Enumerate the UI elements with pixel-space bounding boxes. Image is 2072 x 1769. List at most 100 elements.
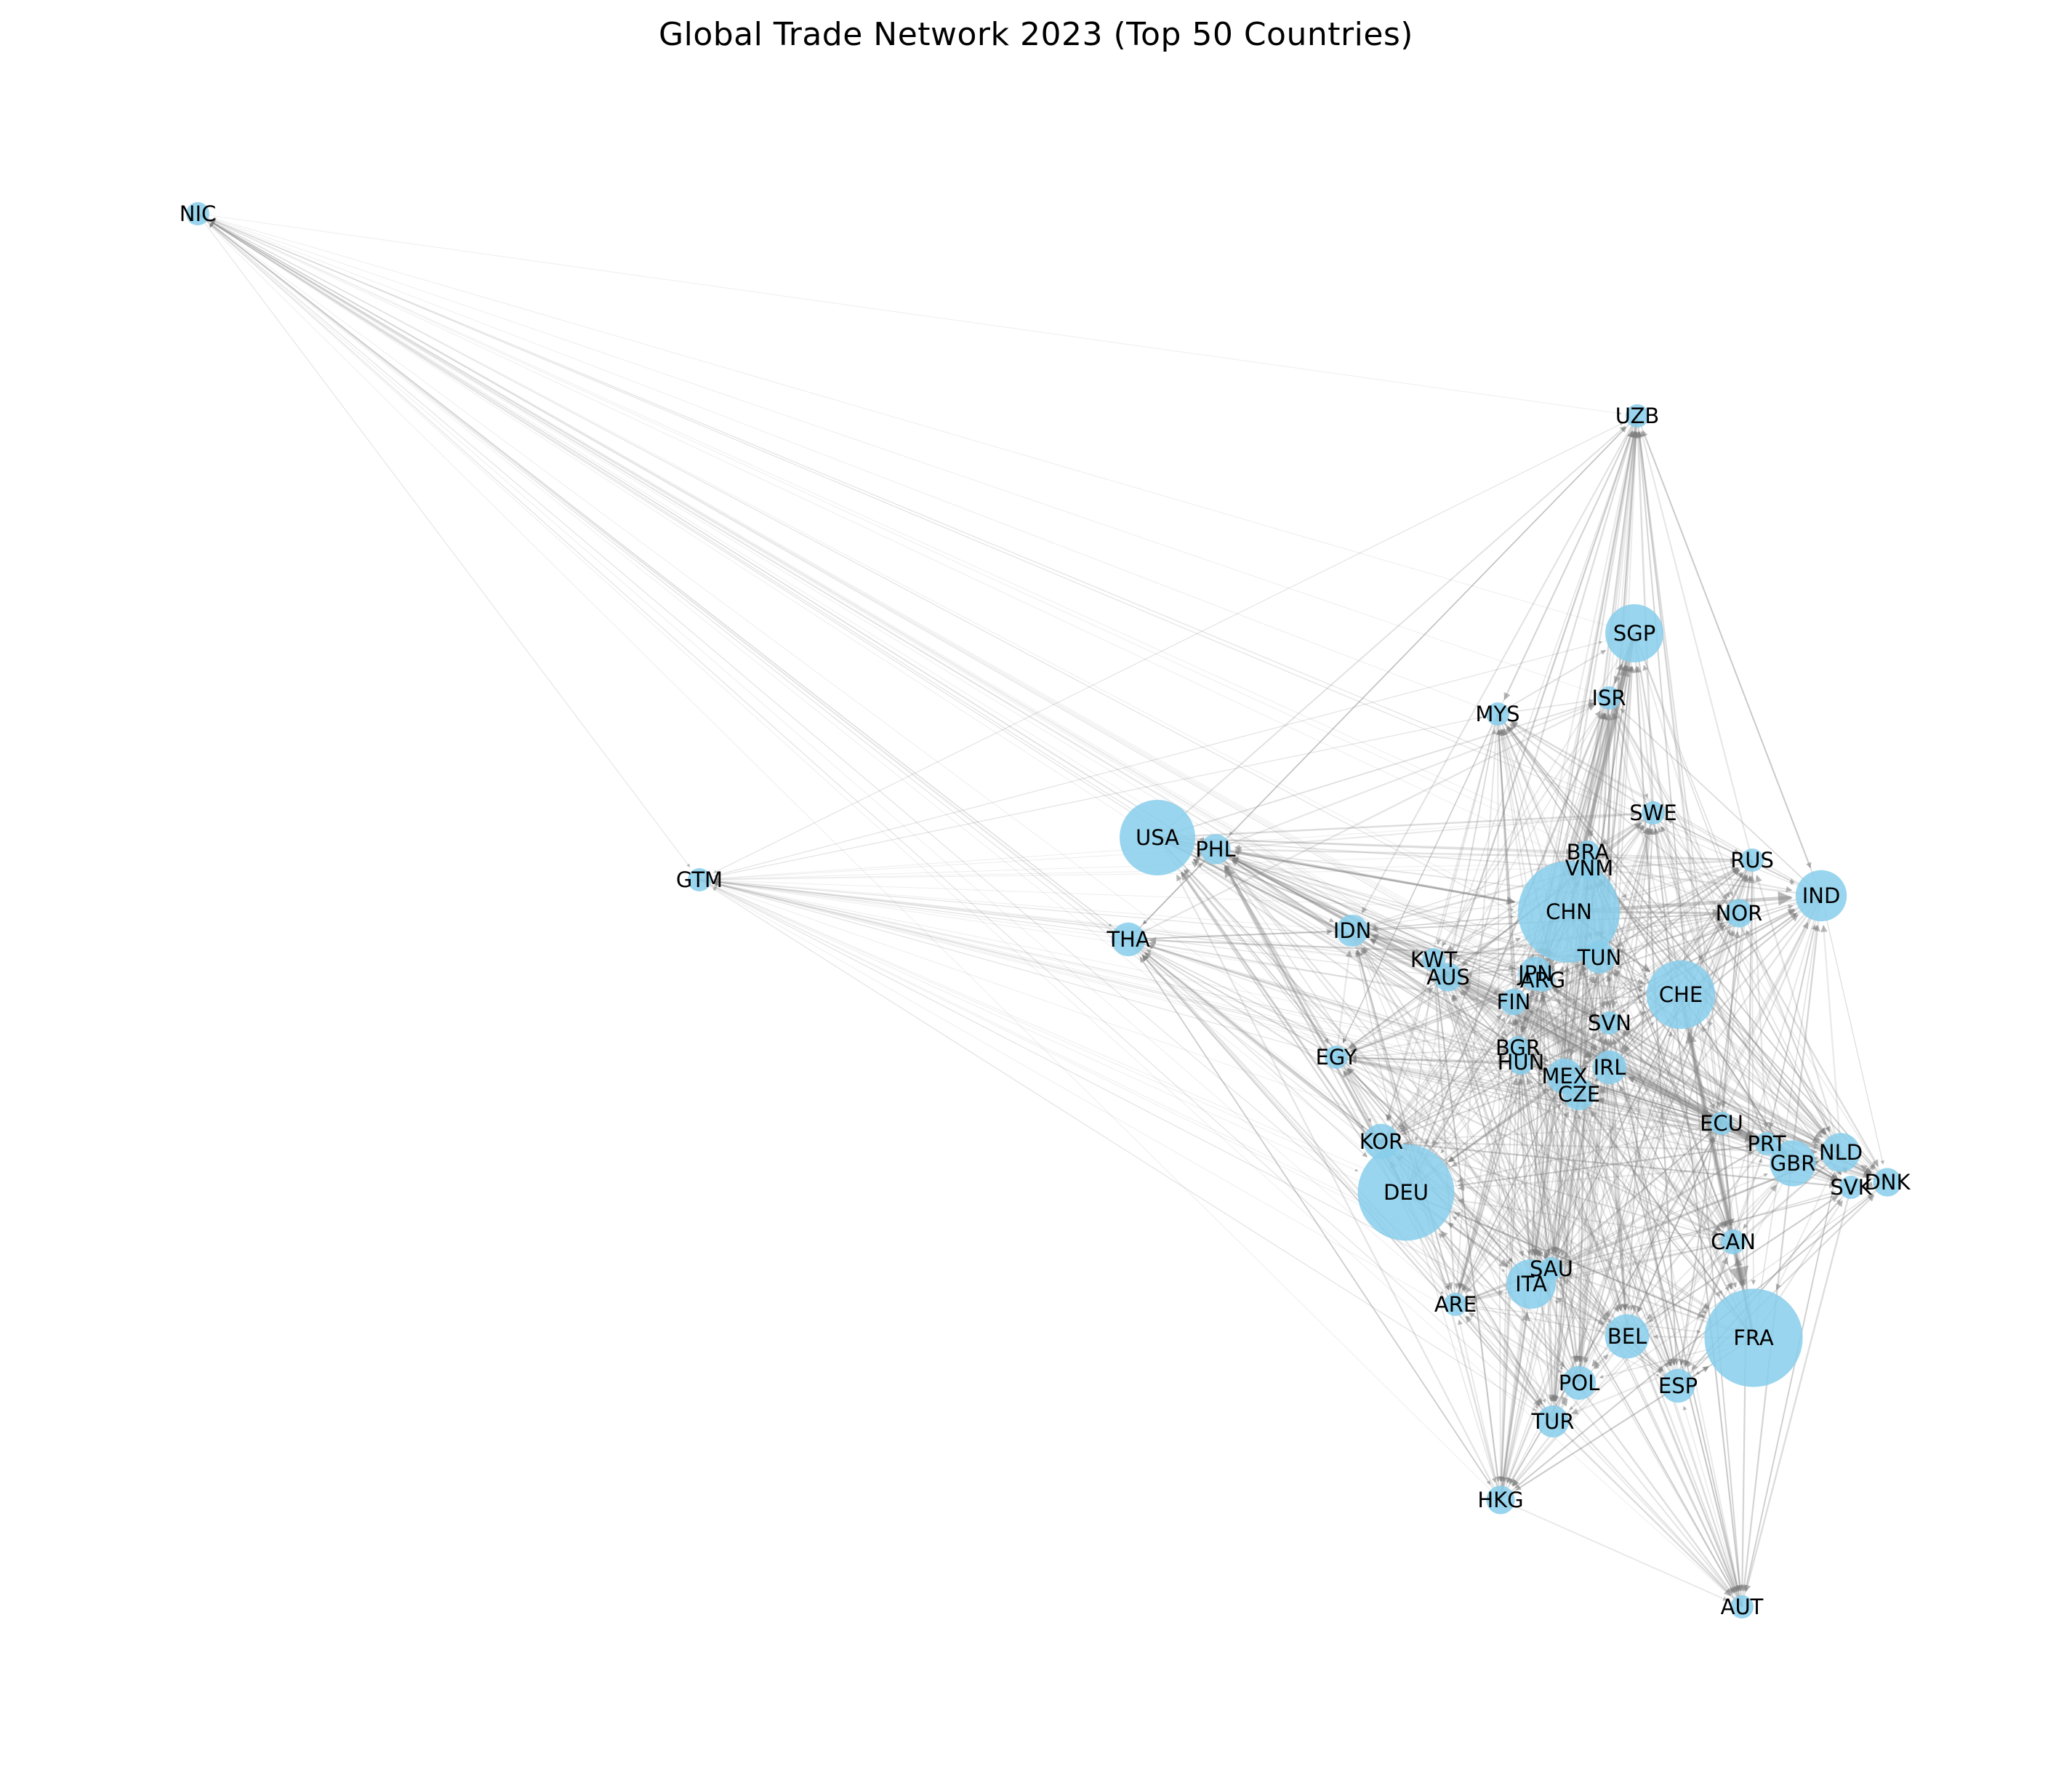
trade-edge-deu-fra	[1405, 1191, 1706, 1318]
node-hkg[interactable]	[1486, 1485, 1515, 1515]
trade-edge-aut-sau	[1559, 1282, 1743, 1608]
node-fra[interactable]	[1704, 1288, 1803, 1387]
node-phl[interactable]	[1200, 834, 1231, 865]
trade-edge-esp-sgp	[1633, 666, 1679, 1387]
node-arg[interactable]	[1531, 968, 1554, 992]
node-pol[interactable]	[1562, 1365, 1597, 1400]
trade-edge-hkg-nic	[209, 225, 1501, 1501]
node-gbr[interactable]	[1770, 1140, 1816, 1187]
node-dnk[interactable]	[1873, 1168, 1902, 1197]
trade-edge-bgr-fra	[1517, 1047, 1721, 1297]
node-nld[interactable]	[1821, 1133, 1860, 1172]
node-label-isr: ISR	[1591, 686, 1626, 710]
node-fin[interactable]	[1500, 988, 1527, 1016]
node-ita[interactable]	[1506, 1259, 1556, 1309]
node-label-ind: IND	[1802, 883, 1841, 908]
trade-edge-nor-hun	[1534, 912, 1740, 1054]
trade-edge-gbr-jpn	[1551, 985, 1794, 1164]
node-label-esp: ESP	[1658, 1373, 1698, 1398]
node-tun[interactable]	[1583, 942, 1615, 974]
node-irl[interactable]	[1592, 1050, 1627, 1085]
node-label-nic: NIC	[180, 201, 217, 226]
trade-edge-usa-bel	[1157, 837, 1610, 1318]
trade-edge-ita-arg	[1530, 995, 1546, 1285]
trade-edge-nic-cze	[197, 213, 1562, 1084]
trade-edge-tur-sgp	[1552, 666, 1633, 1422]
trade-edge-mys-nic	[212, 219, 1498, 715]
trade-edge-egy-nic	[210, 222, 1337, 1058]
node-prt[interactable]	[1755, 1132, 1778, 1155]
node-usa[interactable]	[1120, 800, 1195, 875]
trade-edge-mys-gbr	[1497, 713, 1778, 1142]
node-chn[interactable]	[1518, 861, 1620, 963]
node-uzb[interactable]	[1626, 404, 1649, 428]
node-mys[interactable]	[1486, 702, 1509, 726]
node-label-egy: EGY	[1315, 1045, 1357, 1070]
node-esp[interactable]	[1661, 1368, 1695, 1403]
chart-title: Global Trade Network 2023 (Top 50 Countr…	[659, 16, 1413, 53]
node-kwt[interactable]	[1422, 948, 1445, 971]
node-label-swe: SWE	[1629, 801, 1677, 825]
node-idn[interactable]	[1336, 915, 1368, 947]
trade-edge-bgr-kor	[1399, 1047, 1519, 1130]
node-rus[interactable]	[1740, 849, 1764, 872]
trade-edge-mex-usa	[1193, 858, 1565, 1077]
trade-edge-tha-egy	[1128, 939, 1323, 1050]
trade-edge-tha-phl	[1128, 862, 1202, 940]
trade-edge-sgp-nor	[1634, 633, 1733, 896]
trade-edge-chn-tur	[1551, 911, 1570, 1402]
trade-edge-dnk-vnm	[1599, 879, 1888, 1183]
node-cze[interactable]	[1563, 1078, 1595, 1110]
node-isr[interactable]	[1597, 686, 1621, 710]
node-aut[interactable]	[1730, 1595, 1754, 1618]
node-nic[interactable]	[186, 202, 209, 225]
node-egy[interactable]	[1325, 1046, 1348, 1069]
trade-edge-nic-rus	[197, 213, 1738, 855]
trade-edge-bgr-rus	[1517, 869, 1740, 1048]
node-can[interactable]	[1720, 1229, 1746, 1255]
trade-edge-rus-fra	[1751, 859, 1756, 1285]
node-are[interactable]	[1444, 1293, 1467, 1316]
node-che[interactable]	[1646, 960, 1716, 1030]
trade-edge-sau-esp	[1551, 1268, 1663, 1372]
node-svk[interactable]	[1839, 1176, 1863, 1199]
trade-edge-svn-can	[1609, 1022, 1726, 1228]
node-ecu[interactable]	[1710, 1112, 1733, 1135]
trade-edge-arg-ecu	[1542, 979, 1710, 1114]
trade-edge-can-tun	[1607, 975, 1734, 1243]
trade-edge-are-chn	[1454, 964, 1556, 1305]
trade-edge-egy-gtm	[714, 883, 1337, 1058]
trade-edge-sau-prt	[1551, 1151, 1754, 1269]
trade-edge-gtm-mys	[699, 716, 1482, 881]
node-deu[interactable]	[1357, 1144, 1455, 1241]
node-bel[interactable]	[1605, 1314, 1650, 1359]
node-tha[interactable]	[1111, 922, 1146, 957]
node-sgp[interactable]	[1605, 604, 1663, 662]
trade-edge-rus-phl	[1234, 846, 1753, 862]
trade-edge-svn-aus	[1465, 981, 1610, 1024]
node-gtm[interactable]	[688, 868, 711, 891]
trade-edge-hkg-uzb	[1500, 431, 1638, 1501]
trade-edge-egy-esp	[1336, 1056, 1663, 1372]
trade-edge-fin-esp	[1513, 1001, 1671, 1367]
trade-edge-ita-kwt	[1437, 974, 1532, 1285]
trade-edge-cze-esp	[1578, 1094, 1672, 1366]
trade-edge-swe-sgp	[1635, 665, 1655, 814]
trade-edge-aut-kwt	[1439, 974, 1743, 1608]
trade-edge-idn-bra	[1352, 856, 1573, 931]
node-svn[interactable]	[1598, 1011, 1621, 1035]
trade-edge-uzb-gtm	[713, 415, 1638, 873]
trade-edge-gtm-deu	[699, 879, 1359, 1172]
node-nor[interactable]	[1724, 899, 1754, 928]
trade-edge-bel-hkg	[1511, 1336, 1628, 1486]
node-swe[interactable]	[1642, 801, 1665, 825]
node-aus[interactable]	[1434, 963, 1463, 992]
trade-edge-tun-cze	[1579, 957, 1601, 1075]
trade-edge-can-deu	[1457, 1198, 1734, 1243]
node-hun[interactable]	[1508, 1049, 1534, 1075]
node-tur[interactable]	[1537, 1405, 1569, 1437]
node-ind[interactable]	[1795, 870, 1847, 922]
trade-edge-ecu-ita	[1553, 1123, 1722, 1266]
trade-edge-tur-nic	[209, 224, 1554, 1422]
trade-edge-swe-phl	[1234, 812, 1654, 850]
